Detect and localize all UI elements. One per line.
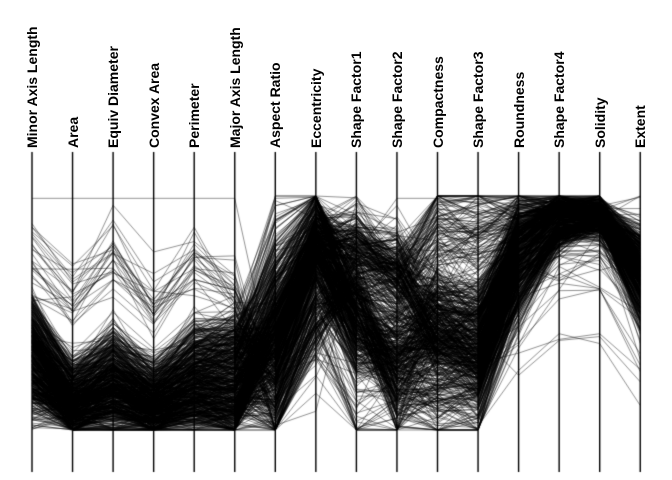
axis-label: Equiv Diameter (105, 46, 122, 148)
axis-label: Eccentricity (307, 68, 324, 148)
axis-label: Shape Factor4 (551, 51, 568, 148)
axis-label: Aspect Ratio (267, 62, 284, 148)
axis-label: Area (64, 116, 81, 148)
axis-label: Convex Area (145, 62, 162, 148)
axis-label: Extent (632, 105, 649, 148)
axis-label: Minor Axis Length (24, 26, 40, 148)
axis-label: Roundness (510, 71, 527, 148)
axis-label: Perimeter (186, 83, 203, 148)
axis-label: Shape Factor1 (348, 51, 365, 148)
axis-label: Shape Factor3 (470, 51, 487, 148)
axis-label: Solidity (591, 97, 608, 148)
axis-label: Major Axis Length (226, 27, 243, 148)
axis-label: Shape Factor2 (388, 51, 405, 148)
axis-label: Compactness (429, 56, 446, 148)
